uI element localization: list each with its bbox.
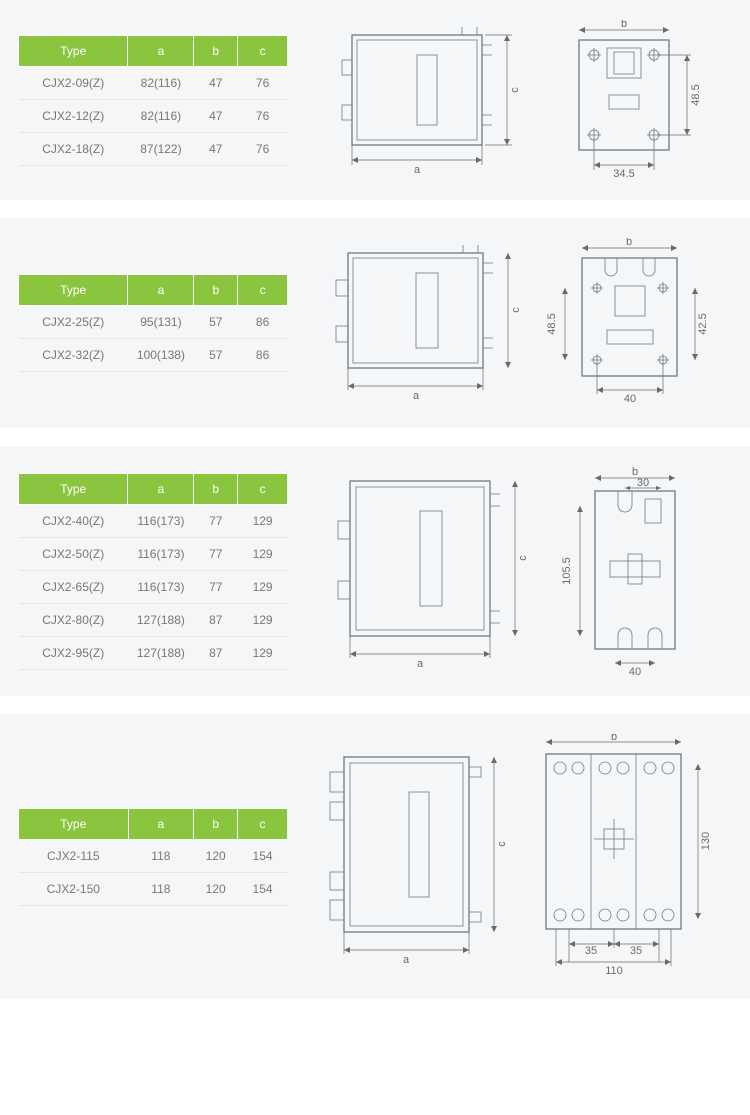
svg-text:a: a [417, 658, 424, 670]
th-b: b [194, 35, 238, 66]
table-row: CJX2-12(Z)82(116)4776 [19, 99, 288, 132]
spec-table-2: Type a b c CJX2-25(Z)95(131)5786 CJX2-32… [18, 274, 288, 372]
svg-text:c: c [509, 87, 521, 93]
table-row: CJX2-80(Z)127(188)87129 [19, 603, 288, 636]
table-row: CJX2-09(Z)82(116)4776 [19, 66, 288, 99]
diagram-group-3: a c b 30 105.5 [308, 466, 732, 676]
diagram-group-4: a c b 130 [308, 734, 732, 979]
th-c: c [238, 35, 288, 66]
spec-section-4: Type a b c CJX2-115118120154 CJX2-150118… [0, 714, 750, 999]
table-row: CJX2-32(Z)100(138)5786 [19, 339, 288, 372]
svg-text:40: 40 [629, 666, 641, 676]
table-row: CJX2-115118120154 [19, 839, 288, 872]
svg-text:c: c [496, 840, 508, 846]
side-view-3-icon: a c [320, 466, 535, 676]
table-row: CJX2-18(Z)87(122)4776 [19, 132, 288, 165]
svg-text:b: b [620, 20, 626, 30]
spec-table-4: Type a b c CJX2-115118120154 CJX2-150118… [18, 808, 288, 906]
spec-section-1: Type a b c CJX2-09(Z)82(116)4776 CJX2-12… [0, 0, 750, 200]
svg-text:110: 110 [605, 965, 623, 977]
diagram-group-1: a c b 34.5 [308, 20, 732, 180]
th-type: Type [19, 35, 128, 66]
table-row: CJX2-40(Z)116(173)77129 [19, 504, 288, 537]
front-view-1-icon: b 34.5 48.5 [559, 20, 719, 180]
spec-table-1: Type a b c CJX2-09(Z)82(116)4776 CJX2-12… [18, 35, 288, 166]
table-row: CJX2-50(Z)116(173)77129 [19, 537, 288, 570]
spec-table-3: Type a b c CJX2-40(Z)116(173)77129 CJX2-… [18, 473, 288, 670]
svg-text:48.5: 48.5 [547, 313, 558, 334]
th-a: a [128, 35, 194, 66]
table-row: CJX2-150118120154 [19, 872, 288, 905]
diagram-group-2: a c b 40 42.5 48.5 [308, 238, 732, 408]
table-row: CJX2-65(Z)116(173)77129 [19, 570, 288, 603]
table-row: CJX2-95(Z)127(188)87129 [19, 636, 288, 669]
side-view-2-icon: a c [318, 238, 528, 408]
svg-text:40: 40 [624, 393, 636, 405]
svg-text:b: b [626, 238, 632, 248]
front-view-2-icon: b 40 42.5 48.5 [547, 238, 722, 408]
svg-text:130: 130 [700, 832, 712, 850]
svg-text:34.5: 34.5 [613, 168, 634, 180]
svg-text:48.5: 48.5 [690, 84, 702, 105]
side-view-4-icon: a c [314, 742, 514, 972]
side-view-1-icon: a c [322, 20, 532, 180]
front-view-3-icon: b 30 105.5 40 [560, 466, 720, 676]
svg-text:c: c [517, 555, 529, 561]
svg-text:c: c [510, 307, 522, 313]
svg-text:35: 35 [585, 945, 597, 957]
svg-text:30: 30 [637, 477, 649, 489]
svg-text:a: a [413, 390, 420, 402]
svg-text:105.5: 105.5 [561, 557, 573, 585]
spec-section-3: Type a b c CJX2-40(Z)116(173)77129 CJX2-… [0, 446, 750, 696]
svg-text:42.5: 42.5 [697, 313, 709, 334]
front-view-4-icon: b 130 35 35 110 [526, 734, 726, 979]
spec-section-2: Type a b c CJX2-25(Z)95(131)5786 CJX2-32… [0, 218, 750, 428]
table-row: CJX2-25(Z)95(131)5786 [19, 306, 288, 339]
svg-text:a: a [413, 164, 420, 176]
svg-text:35: 35 [630, 945, 642, 957]
svg-text:b: b [611, 734, 617, 743]
svg-text:a: a [403, 954, 410, 966]
